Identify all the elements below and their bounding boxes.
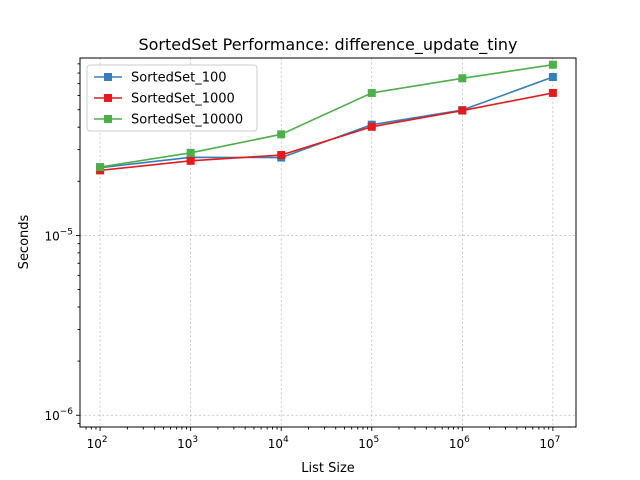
plot-frame [79,57,577,428]
data-point [186,148,195,157]
chart-title: SortedSet Performance: difference_update… [138,35,517,55]
legend-frame [86,64,258,132]
legend-swatch-marker [104,115,112,123]
data-point [277,151,286,160]
series-layer [96,60,557,175]
data-point [548,60,557,69]
x-tick-label: 102 [87,435,108,451]
data-point [367,122,376,131]
data-point [96,163,105,172]
legend-swatch-marker [104,94,112,102]
legend-label: SortedSet_100 [131,71,227,86]
legend-label: SortedSet_1000 [131,92,235,107]
data-point [277,130,286,139]
x-tick-label: 106 [449,435,470,451]
data-point [367,88,376,97]
series-line [100,92,554,172]
y-axis-label: Seconds [17,214,32,269]
legend-item: SortedSet_1000 [94,92,235,107]
legend-swatch-marker [104,73,112,81]
legend-item: SortedSet_10000 [94,113,243,128]
legend-item: SortedSet_100 [94,71,227,86]
series-SortedSet_10000 [96,60,557,172]
y-tick-label: 10−5 [44,227,73,243]
data-point [458,74,467,83]
data-point [458,106,467,115]
legend-label: SortedSet_10000 [131,113,243,128]
data-point [548,73,557,82]
y-tick-label: 10−6 [44,407,73,423]
data-point [548,88,557,97]
x-tick-label: 107 [539,435,560,451]
x-tick-label: 103 [177,435,198,451]
x-tick-label: 104 [268,435,289,451]
grid-layer [80,58,576,427]
x-axis-label: List Size [301,461,355,476]
series-line [99,63,553,168]
x-tick-label: 105 [358,435,379,451]
legend: SortedSet_100 SortedSet_1000 SortedSet_100… [86,64,258,132]
data-point [186,156,195,165]
plot-area: 102 103 104 105 106 107 10−6 10−5 [44,57,577,451]
